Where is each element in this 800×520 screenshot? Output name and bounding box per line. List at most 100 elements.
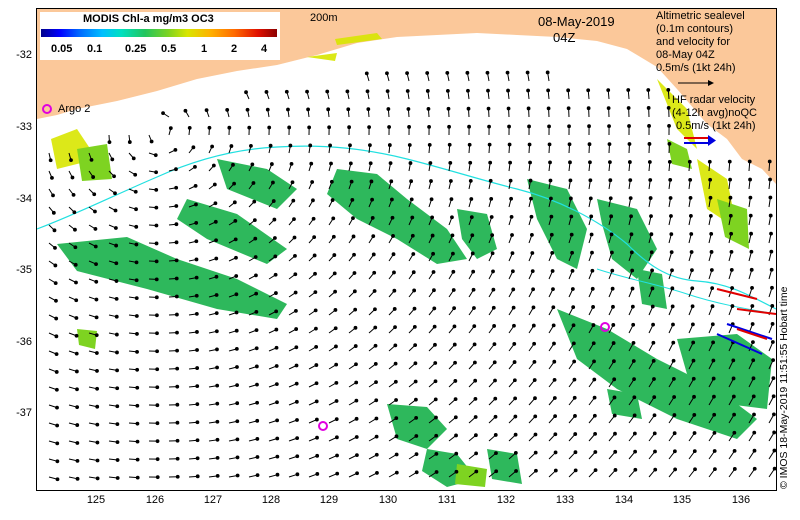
velocity-arrowhead (751, 376, 756, 381)
velocity-arrowhead (110, 157, 115, 162)
velocity-arrowhead (235, 455, 240, 460)
velocity-arrowhead (408, 161, 413, 165)
velocity-arrowhead (369, 179, 374, 184)
velocity-arrowhead (651, 358, 656, 363)
velocity-arrowhead (388, 161, 393, 166)
velocity-arrowhead (195, 420, 200, 425)
velocity-arrowhead (314, 344, 319, 349)
velocity-arrowhead (315, 453, 320, 458)
velocity-arrowhead (607, 124, 611, 129)
velocity-arrowhead (433, 397, 438, 402)
velocity-arrowhead (215, 347, 219, 352)
velocity-arrowhead (265, 107, 270, 112)
velocity-arrowhead (569, 232, 574, 237)
velocity-arrowhead (772, 430, 776, 435)
velocity-arrowhead (494, 469, 499, 474)
velocity-arrowhead (591, 323, 596, 327)
velocity-arrowhead (630, 268, 635, 273)
velocity-arrowhead (529, 196, 533, 201)
velocity-arrowhead (235, 401, 240, 406)
velocity-arrowhead (530, 232, 534, 237)
velocity-arrowhead (592, 377, 597, 382)
legend-tick: 2 (231, 43, 238, 55)
velocity-arrowhead (334, 417, 339, 422)
velocity-arrowhead (387, 143, 392, 147)
velocity-arrowhead (533, 414, 538, 419)
velocity-arrowhead (174, 258, 179, 263)
velocity-arrowhead (427, 142, 432, 147)
velocity-arrowhead (751, 340, 755, 345)
velocity-arrowhead (468, 160, 473, 165)
velocity-arrowhead (294, 381, 299, 386)
velocity-arrowhead (571, 341, 576, 346)
velocity-arrowhead (334, 344, 338, 349)
velocity-arrowhead (689, 250, 694, 254)
velocity-arrowhead (94, 315, 99, 320)
velocity-arrowhead (413, 379, 418, 384)
velocity-arrowhead (649, 250, 654, 255)
velocity-arrowhead (135, 403, 140, 408)
velocity-arrowhead (767, 159, 772, 164)
velocity-arrowhead (592, 359, 596, 364)
velocity-arrowhead (772, 448, 776, 453)
velocity-arrowhead (646, 106, 651, 110)
velocity-arrowhead (135, 439, 140, 444)
velocity-arrowhead (633, 449, 638, 454)
velocity-arrowhead (432, 288, 436, 293)
map-frame (36, 8, 777, 491)
velocity-arrowhead (771, 394, 776, 399)
velocity-arrowhead (149, 139, 154, 144)
velocity-arrowhead (550, 250, 555, 255)
velocity-arrowhead (730, 304, 735, 308)
velocity-arrowhead (94, 262, 98, 267)
velocity-arrowhead (729, 268, 734, 272)
velocity-arrowhead (194, 275, 199, 280)
y-tick-label: -32 (16, 49, 32, 61)
velocity-arrowhead (772, 412, 776, 417)
velocity-arrowhead (512, 323, 516, 328)
velocity-arrowhead (473, 396, 478, 401)
velocity-arrowhead (215, 365, 219, 370)
velocity-arrowhead (632, 377, 636, 382)
velocity-arrowhead (350, 197, 355, 202)
velocity-arrowhead (506, 88, 510, 93)
velocity-arrowhead (492, 342, 497, 347)
velocity-arrowhead (507, 142, 512, 147)
legend-tick: 4 (261, 43, 268, 55)
velocity-arrowhead (174, 222, 179, 227)
velocity-arrowhead (690, 286, 695, 291)
velocity-arrowhead (570, 250, 574, 255)
velocity-arrowhead (727, 159, 732, 164)
velocity-arrowhead (294, 363, 299, 368)
velocity-arrowhead (611, 323, 616, 327)
velocity-arrowhead (512, 378, 517, 383)
velocity-arrowhead (471, 287, 476, 292)
velocity-arrowhead (154, 277, 159, 282)
velocity-arrowhead (187, 126, 192, 130)
velocity-arrowhead (589, 232, 594, 237)
velocity-arrowhead (668, 178, 673, 182)
velocity-arrowhead (611, 304, 615, 309)
velocity-arrowhead (375, 471, 379, 475)
velocity-arrowhead (115, 386, 120, 391)
velocity-arrowhead (469, 215, 474, 220)
velocity-arrowhead (114, 332, 119, 337)
velocity-arrowhead (235, 437, 240, 442)
velocity-arrowhead (70, 175, 75, 180)
velocity-arrowhead (468, 178, 473, 183)
velocity-arrowhead (732, 448, 737, 453)
velocity-arrowhead (115, 350, 119, 355)
velocity-arrowhead (292, 235, 297, 240)
velocity-arrowhead (274, 364, 279, 368)
velocity-arrowhead (688, 195, 693, 200)
velocity-arrowhead (173, 148, 178, 152)
velocity-arrowhead (593, 468, 598, 473)
velocity-arrowhead (587, 142, 592, 147)
velocity-arrowhead (569, 214, 574, 219)
velocity-arrowhead (235, 473, 240, 478)
velocity-arrowhead (393, 325, 397, 330)
velocity-arrowhead (546, 106, 551, 111)
velocity-arrowhead (553, 468, 558, 473)
velocity-arrowhead (294, 345, 299, 350)
velocity-arrowhead (709, 268, 714, 272)
